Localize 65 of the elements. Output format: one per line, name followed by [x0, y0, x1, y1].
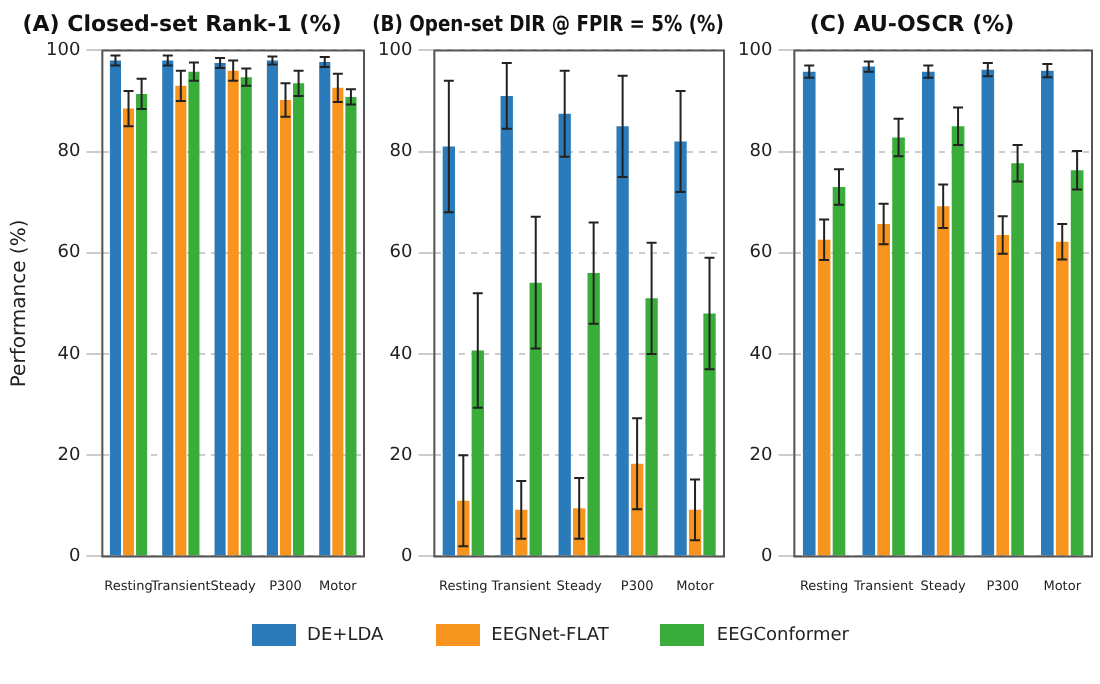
bar [817, 239, 831, 556]
bar [862, 66, 876, 556]
bar [951, 126, 965, 556]
y-tick-label: 80 [749, 142, 773, 163]
bar [240, 77, 252, 556]
y-tick-label: 0 [400, 547, 413, 568]
legend-label: DE+LDA [307, 625, 384, 645]
bar [175, 85, 187, 556]
bar [877, 223, 890, 556]
bar [227, 70, 239, 556]
bar [500, 95, 513, 556]
bar [1011, 163, 1024, 556]
bar [936, 206, 950, 556]
bar [345, 96, 357, 556]
bar [319, 62, 331, 556]
bar [279, 99, 292, 556]
y-tick-label: 20 [749, 445, 773, 466]
bar [616, 126, 629, 556]
bar [293, 83, 305, 556]
bar [122, 108, 135, 556]
legend-label: EEGNet-FLAT [491, 625, 609, 645]
bar [1055, 241, 1069, 556]
bar [981, 69, 995, 556]
y-tick-label: 40 [389, 344, 413, 365]
y-tick-label: 20 [57, 445, 81, 466]
y-tick-label: 0 [760, 547, 773, 568]
bar [645, 298, 658, 556]
bar [162, 60, 174, 556]
y-tick-label: 0 [68, 547, 81, 568]
bar [109, 60, 121, 556]
bar [188, 71, 200, 556]
bar [558, 113, 571, 556]
bar [136, 93, 148, 556]
bar [1041, 70, 1054, 556]
bar [266, 60, 278, 556]
bar [587, 273, 600, 556]
bar [996, 235, 1010, 556]
bar [442, 146, 455, 556]
y-tick-label: 60 [389, 243, 413, 264]
y-tick-label: 80 [57, 142, 81, 163]
y-tick-label: 100 [45, 41, 81, 62]
bar [1070, 170, 1084, 556]
chart-title: (B) Open-set DIR @ FPIR = 5% (%) [372, 13, 724, 38]
chart-title: (A) Closed-set Rank-1 (%) [22, 10, 342, 37]
y-tick-label: 40 [57, 344, 81, 365]
y-tick-label: 40 [749, 344, 773, 365]
y-tick-label: 80 [389, 142, 413, 163]
bar [832, 187, 846, 556]
bar [332, 87, 344, 556]
y-tick-label: 20 [389, 445, 413, 466]
y-axis-title: Performance (%) [9, 219, 32, 388]
bar [214, 63, 226, 556]
chart-title: (C) AU-OSCR (%) [809, 10, 1015, 37]
bar [471, 350, 484, 556]
bar [802, 71, 816, 556]
bar [921, 71, 935, 556]
bar [674, 141, 687, 556]
y-tick-label: 60 [57, 243, 81, 264]
bar [703, 313, 716, 556]
legend-label: EEGConformer [716, 625, 849, 645]
bar [529, 282, 542, 556]
y-tick-label: 100 [737, 41, 773, 62]
y-tick-label: 100 [377, 41, 413, 62]
y-tick-label: 60 [749, 243, 773, 264]
bar [892, 137, 905, 556]
